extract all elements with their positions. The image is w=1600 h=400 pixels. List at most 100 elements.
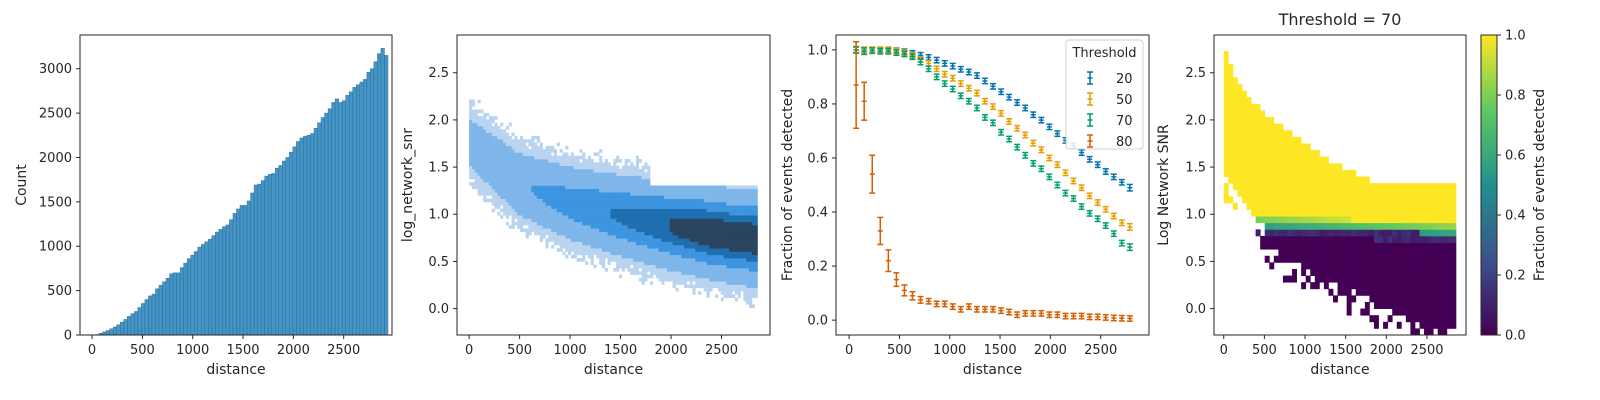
hist2d-cell	[469, 116, 473, 120]
hist2d-cell	[700, 218, 705, 223]
heatmap-cell	[1223, 163, 1229, 171]
heatmap-cell	[1442, 229, 1448, 237]
hist2d-cell	[681, 264, 685, 269]
hist2d-cell	[508, 182, 512, 186]
hist2d-cell	[627, 258, 631, 262]
histogram-bar	[197, 246, 202, 336]
heatmap-cell	[1437, 196, 1443, 204]
hist2d-cell	[607, 218, 611, 223]
hist2d-cell	[562, 195, 566, 199]
heatmap-cell	[1278, 156, 1284, 164]
hist2d-cell	[658, 218, 662, 223]
hist2d-cell	[658, 225, 662, 229]
heatmap-cell	[1401, 301, 1407, 309]
hist2d-cell	[599, 201, 603, 206]
hist2d-cell	[638, 271, 642, 275]
hist2d-cell	[474, 178, 478, 183]
heatmap-cell	[1364, 275, 1370, 283]
hist2d-cell	[661, 274, 665, 279]
hist2d-cell	[633, 251, 637, 256]
hist2d-cell	[593, 152, 597, 157]
hist2d-cell	[553, 238, 558, 242]
hist2d-cell	[669, 274, 673, 279]
hist2d-cell	[536, 192, 541, 196]
hist2d-cell	[630, 168, 634, 173]
hist2d-cell	[616, 208, 620, 213]
hist2d-cell	[698, 195, 702, 199]
heatmap-cell	[1424, 235, 1430, 243]
heatmap-cell	[1451, 189, 1457, 197]
hist2d-cell	[517, 142, 521, 147]
y-tick-label: 2.5	[1185, 66, 1206, 81]
hist2d-cell	[686, 241, 690, 246]
hist2d-cell	[553, 168, 558, 173]
hist2d-cell	[587, 159, 591, 163]
heatmap-cell	[1401, 235, 1407, 243]
hist2d-cell	[488, 165, 493, 170]
histogram-bar	[176, 272, 181, 336]
heatmap-cell	[1237, 156, 1243, 164]
hist2d-cell	[610, 244, 614, 249]
hist2d-cell	[650, 208, 654, 213]
hist2d-cell	[585, 238, 589, 242]
hist2d-cell	[551, 149, 555, 153]
heatmap-cell	[1442, 189, 1448, 197]
hist2d-cell	[644, 258, 648, 262]
hist2d-cell	[562, 244, 566, 249]
hist2d-cell	[740, 248, 744, 252]
hist2d-cell	[661, 244, 665, 249]
hist2d-cell	[500, 162, 504, 166]
hist2d-cell	[720, 211, 724, 216]
hist2d-cell	[650, 185, 654, 190]
hist2d-cell	[573, 215, 577, 219]
hist2d-cell	[582, 205, 586, 209]
hist2d-cell	[508, 208, 512, 213]
hist2d-cell	[681, 274, 685, 279]
hist2d-cell	[675, 271, 679, 275]
hist2d-cell	[604, 218, 608, 223]
hist2d-cell	[599, 251, 603, 256]
heatmap-cell	[1292, 222, 1297, 230]
hist2d-cell	[692, 274, 696, 279]
hist2d-cell	[652, 271, 657, 275]
heatmap-cell	[1442, 183, 1448, 191]
hist2d-cell	[477, 129, 481, 133]
hist2d-cell	[712, 284, 716, 289]
heatmap-cell	[1346, 249, 1352, 257]
hist2d-cell	[726, 185, 730, 190]
hist2d-cell	[618, 225, 623, 229]
hist2d-cell	[647, 258, 651, 262]
hist2d-cell	[570, 221, 575, 226]
heatmap-cell	[1314, 176, 1320, 184]
heatmap-cell	[1392, 222, 1398, 230]
hist2d-cell	[746, 248, 750, 252]
hist2d-cell	[494, 195, 498, 199]
hist2d-cell	[494, 155, 498, 160]
heatmap-cell	[1228, 169, 1234, 177]
hist2d-cell	[734, 201, 738, 206]
hist2d-cell	[706, 268, 710, 272]
heatmap-cell	[1373, 189, 1379, 197]
heatmap-cell	[1328, 216, 1334, 224]
heatmap-cell	[1328, 163, 1334, 171]
hist2d-cell	[641, 277, 645, 282]
heatmap-cell	[1232, 169, 1238, 177]
hist2d-cell	[471, 109, 476, 114]
hist2d-cell	[570, 238, 575, 242]
hist2d-cell	[641, 235, 645, 239]
hist2d-cell	[599, 218, 603, 223]
hist2d-cell	[480, 182, 484, 186]
hist2d-cell	[706, 205, 710, 209]
hist2d-cell	[494, 142, 498, 147]
hist2d-cell	[551, 185, 555, 190]
heatmap-cell	[1319, 242, 1325, 250]
heatmap-cell	[1255, 202, 1261, 210]
heatmap-cell	[1282, 183, 1288, 191]
hist2d-cell	[717, 215, 722, 219]
hist2d-cell	[672, 201, 676, 206]
hist2d-cell	[717, 192, 722, 196]
heatmap-cell	[1314, 216, 1320, 224]
hist2d-cell	[667, 274, 671, 279]
hist2d-cell	[661, 192, 665, 196]
hist2d-cell	[751, 264, 755, 269]
